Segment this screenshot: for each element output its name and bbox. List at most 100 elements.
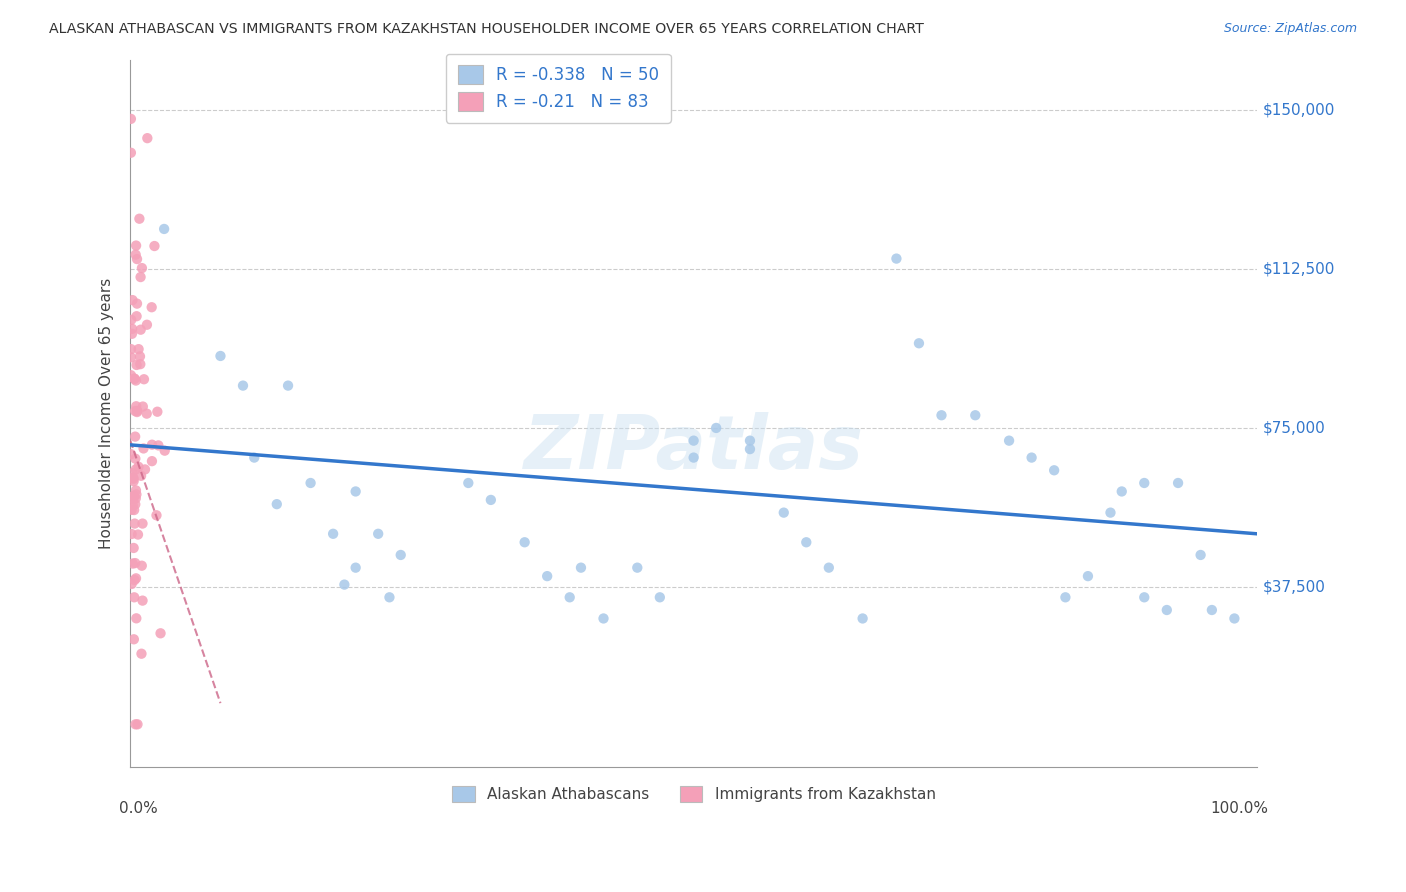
Point [1021,450,1043,465]
Point [120,368,142,383]
Point [794,535,817,549]
Point [125,358,148,372]
Point [998,434,1021,448]
Point [124,516,146,531]
Point [124,497,146,511]
Point [772,506,794,520]
Point [344,560,367,574]
Point [121,503,143,517]
Point [153,443,176,458]
Point [122,474,145,488]
Point [122,491,145,506]
Point [120,351,142,365]
Point [121,322,143,336]
Point [145,508,167,523]
Point [125,487,148,501]
Point [124,371,146,385]
Point [378,591,401,605]
Point [124,451,146,466]
Point [141,300,163,314]
Point [127,717,149,731]
Point [131,516,153,531]
Point [122,472,145,486]
Text: $75,000: $75,000 [1263,420,1326,435]
Point [125,491,148,506]
Point [908,336,931,351]
Point [125,296,148,310]
Point [122,632,145,647]
Point [127,527,149,541]
Point [931,409,953,423]
Legend: Alaskan Athabascans, Immigrants from Kazakhstan: Alaskan Athabascans, Immigrants from Kaz… [446,780,942,808]
Point [124,573,146,587]
Point [1189,548,1212,562]
Point [121,326,143,341]
Point [124,429,146,443]
Text: ALASKAN ATHABASCAN VS IMMIGRANTS FROM KAZAKHSTAN HOUSEHOLDER INCOME OVER 65 YEAR: ALASKAN ATHABASCAN VS IMMIGRANTS FROM KA… [49,22,924,37]
Point [125,405,148,419]
Point [127,404,149,418]
Point [120,342,142,356]
Point [1111,484,1133,499]
Point [131,558,153,573]
Point [852,611,875,625]
Point [121,527,143,541]
Point [122,541,145,555]
Point [886,252,908,266]
Point [1077,569,1099,583]
Point [124,372,146,386]
Point [1099,506,1122,520]
Point [146,405,169,419]
Text: 100.0%: 100.0% [1211,800,1268,815]
Point [232,378,254,392]
Y-axis label: Householder Income Over 65 years: Householder Income Over 65 years [100,277,114,549]
Point [738,442,761,456]
Point [153,222,176,236]
Point [1201,603,1223,617]
Point [682,434,704,448]
Point [124,404,146,418]
Text: $37,500: $37,500 [1263,579,1326,594]
Text: $112,500: $112,500 [1263,261,1334,277]
Point [1223,611,1246,625]
Point [965,409,987,423]
Point [122,591,145,605]
Point [125,310,148,324]
Point [125,248,148,262]
Point [125,374,148,388]
Point [125,611,148,625]
Text: 0.0%: 0.0% [120,800,157,815]
Point [132,442,155,456]
Point [148,438,170,452]
Point [122,503,145,517]
Point [131,261,153,276]
Point [1054,591,1077,605]
Point [1156,603,1178,617]
Point [125,571,148,585]
Point [299,475,322,490]
Point [135,407,157,421]
Point [136,318,159,332]
Point [120,112,142,126]
Point [125,238,148,252]
Point [143,239,166,253]
Point [132,400,155,414]
Point [479,492,502,507]
Text: Source: ZipAtlas.com: Source: ZipAtlas.com [1223,22,1357,36]
Point [120,145,142,160]
Point [121,466,143,480]
Point [149,626,172,640]
Point [129,468,152,483]
Point [127,459,149,474]
Point [322,526,344,541]
Point [141,438,163,452]
Point [457,475,479,490]
Point [558,591,581,605]
Point [367,526,389,541]
Point [125,462,148,476]
Text: ZIPatlas: ZIPatlas [523,412,863,485]
Point [124,717,146,731]
Point [125,399,148,413]
Point [1167,475,1189,490]
Point [121,498,143,512]
